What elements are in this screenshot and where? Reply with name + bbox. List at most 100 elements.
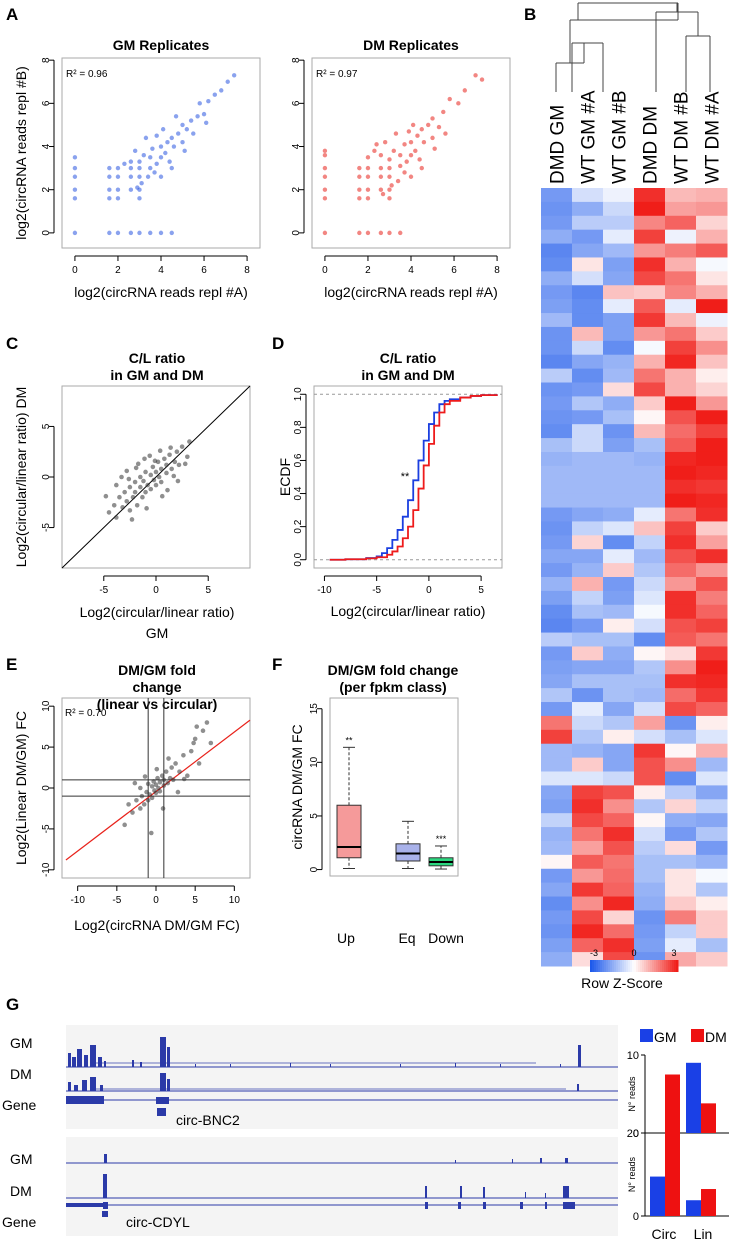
coverage-peak <box>560 1064 561 1067</box>
heatmap-cell <box>603 438 635 453</box>
heatmap-cell <box>634 424 666 439</box>
heatmap-cell <box>696 563 728 578</box>
heatmap-cell <box>603 479 635 495</box>
x-tick-label: 5 <box>205 585 211 596</box>
heatmap-cell <box>541 257 573 272</box>
scatter-point <box>389 183 394 188</box>
heatmap-cell <box>603 660 635 675</box>
heatmap-cell <box>541 493 573 509</box>
x-tick-label: -5 <box>99 585 108 596</box>
scatter-point <box>176 131 181 136</box>
scatter-point <box>107 174 112 179</box>
heatmap-cell <box>572 882 604 898</box>
heatmap-cell <box>603 799 635 814</box>
scatter-point <box>163 150 168 156</box>
scatter-point <box>395 178 401 184</box>
coverage-peak <box>167 1047 170 1067</box>
y-tick-label: 2 <box>291 186 302 192</box>
heatmap-cell <box>634 688 666 703</box>
heatmap-cell <box>572 382 604 397</box>
y-tick-label: 2 <box>41 186 52 192</box>
scatter-point <box>322 196 328 201</box>
scatter-point <box>365 174 371 179</box>
scatter-point <box>191 740 196 746</box>
color-scale-step <box>646 960 649 972</box>
scatter-point <box>201 111 207 117</box>
heatmap-cell <box>541 702 573 717</box>
heatmap-cell <box>665 715 697 731</box>
heatmap-cell <box>696 382 728 397</box>
color-scale-step <box>666 960 669 972</box>
scatter-point <box>182 148 187 154</box>
heatmap-cell <box>603 188 635 203</box>
heatmap-cell <box>634 438 666 453</box>
coverage-peak <box>77 1049 82 1067</box>
scatter-point <box>158 155 164 160</box>
heatmap-cell <box>572 604 604 620</box>
heatmap-cell <box>541 813 573 828</box>
x-tick-label: 5 <box>192 895 198 906</box>
scatter-point <box>157 779 163 785</box>
scatter-point <box>153 469 159 475</box>
scatter-point <box>138 484 143 490</box>
heatmap-cell <box>603 757 635 772</box>
heatmap-cell <box>541 507 573 522</box>
heatmap-cell <box>541 285 573 300</box>
title-line: DM/GM fold <box>118 662 196 678</box>
circ-exon <box>102 1211 108 1217</box>
coverage-peak <box>90 1077 96 1091</box>
heatmap-cell <box>696 299 728 314</box>
scatter-point <box>378 230 384 236</box>
scatter-point <box>322 165 328 171</box>
y-tick-label: 0 <box>41 474 52 480</box>
heatmap-cell <box>572 799 604 814</box>
scatter-point <box>141 802 147 807</box>
coverage-peak <box>425 1186 427 1198</box>
chart-a-gm-replicates: GM Replicates R² = 0.96 0 2 4 6 8 0 2 4 6 8 log2(… <box>13 37 261 300</box>
coverage-peak <box>400 1064 401 1067</box>
scatter-point <box>185 454 190 460</box>
heatmap-cell <box>541 465 573 481</box>
title-line: C/L ratio <box>129 350 186 366</box>
scatter-point <box>142 456 147 462</box>
scatter-point <box>171 473 177 479</box>
coverage-peak <box>74 1085 78 1091</box>
scatter-point <box>148 472 154 478</box>
heatmap-cell <box>572 521 604 536</box>
scatter-point <box>182 461 188 467</box>
heatmap-cell <box>665 465 697 481</box>
heatmap-cell <box>634 215 666 231</box>
bar-xlabel: Lin <box>694 1226 713 1242</box>
coverage-peak <box>545 1193 546 1198</box>
plot-frame <box>311 57 511 249</box>
scatter-point <box>322 230 328 236</box>
heatmap-cell <box>603 577 635 592</box>
scatter-point <box>148 230 153 236</box>
y-tick-label: 4 <box>41 143 52 149</box>
heatmap-cell <box>696 854 728 870</box>
scatter-point <box>382 140 388 145</box>
heatmap-cell <box>603 271 635 286</box>
heatmap-cell <box>696 896 728 911</box>
heatmap-cell <box>665 215 697 231</box>
bar-y-tick-label: 10 <box>627 1050 639 1062</box>
coverage-noise <box>96 1088 566 1090</box>
scatter-point <box>169 765 174 770</box>
scatter-point <box>413 148 418 154</box>
scatter-point <box>170 777 176 783</box>
scatter-point <box>404 159 409 164</box>
heatmap-cell <box>572 368 604 383</box>
heatmap-cell <box>541 910 573 925</box>
y-tick-label: 1.0 <box>293 387 304 401</box>
heatmap-cell <box>603 299 635 314</box>
scatter-point <box>365 165 371 171</box>
scatter-point <box>322 152 328 158</box>
bar-y-tick-label: 20 <box>627 1128 639 1140</box>
x-tick-label: 8 <box>244 265 250 276</box>
heatmap-cell <box>665 229 697 245</box>
heatmap-cell <box>572 535 604 550</box>
chart-d-ylabel: ECDF <box>277 458 293 496</box>
scatter-point <box>172 459 178 465</box>
heatmap-cell <box>665 479 697 495</box>
